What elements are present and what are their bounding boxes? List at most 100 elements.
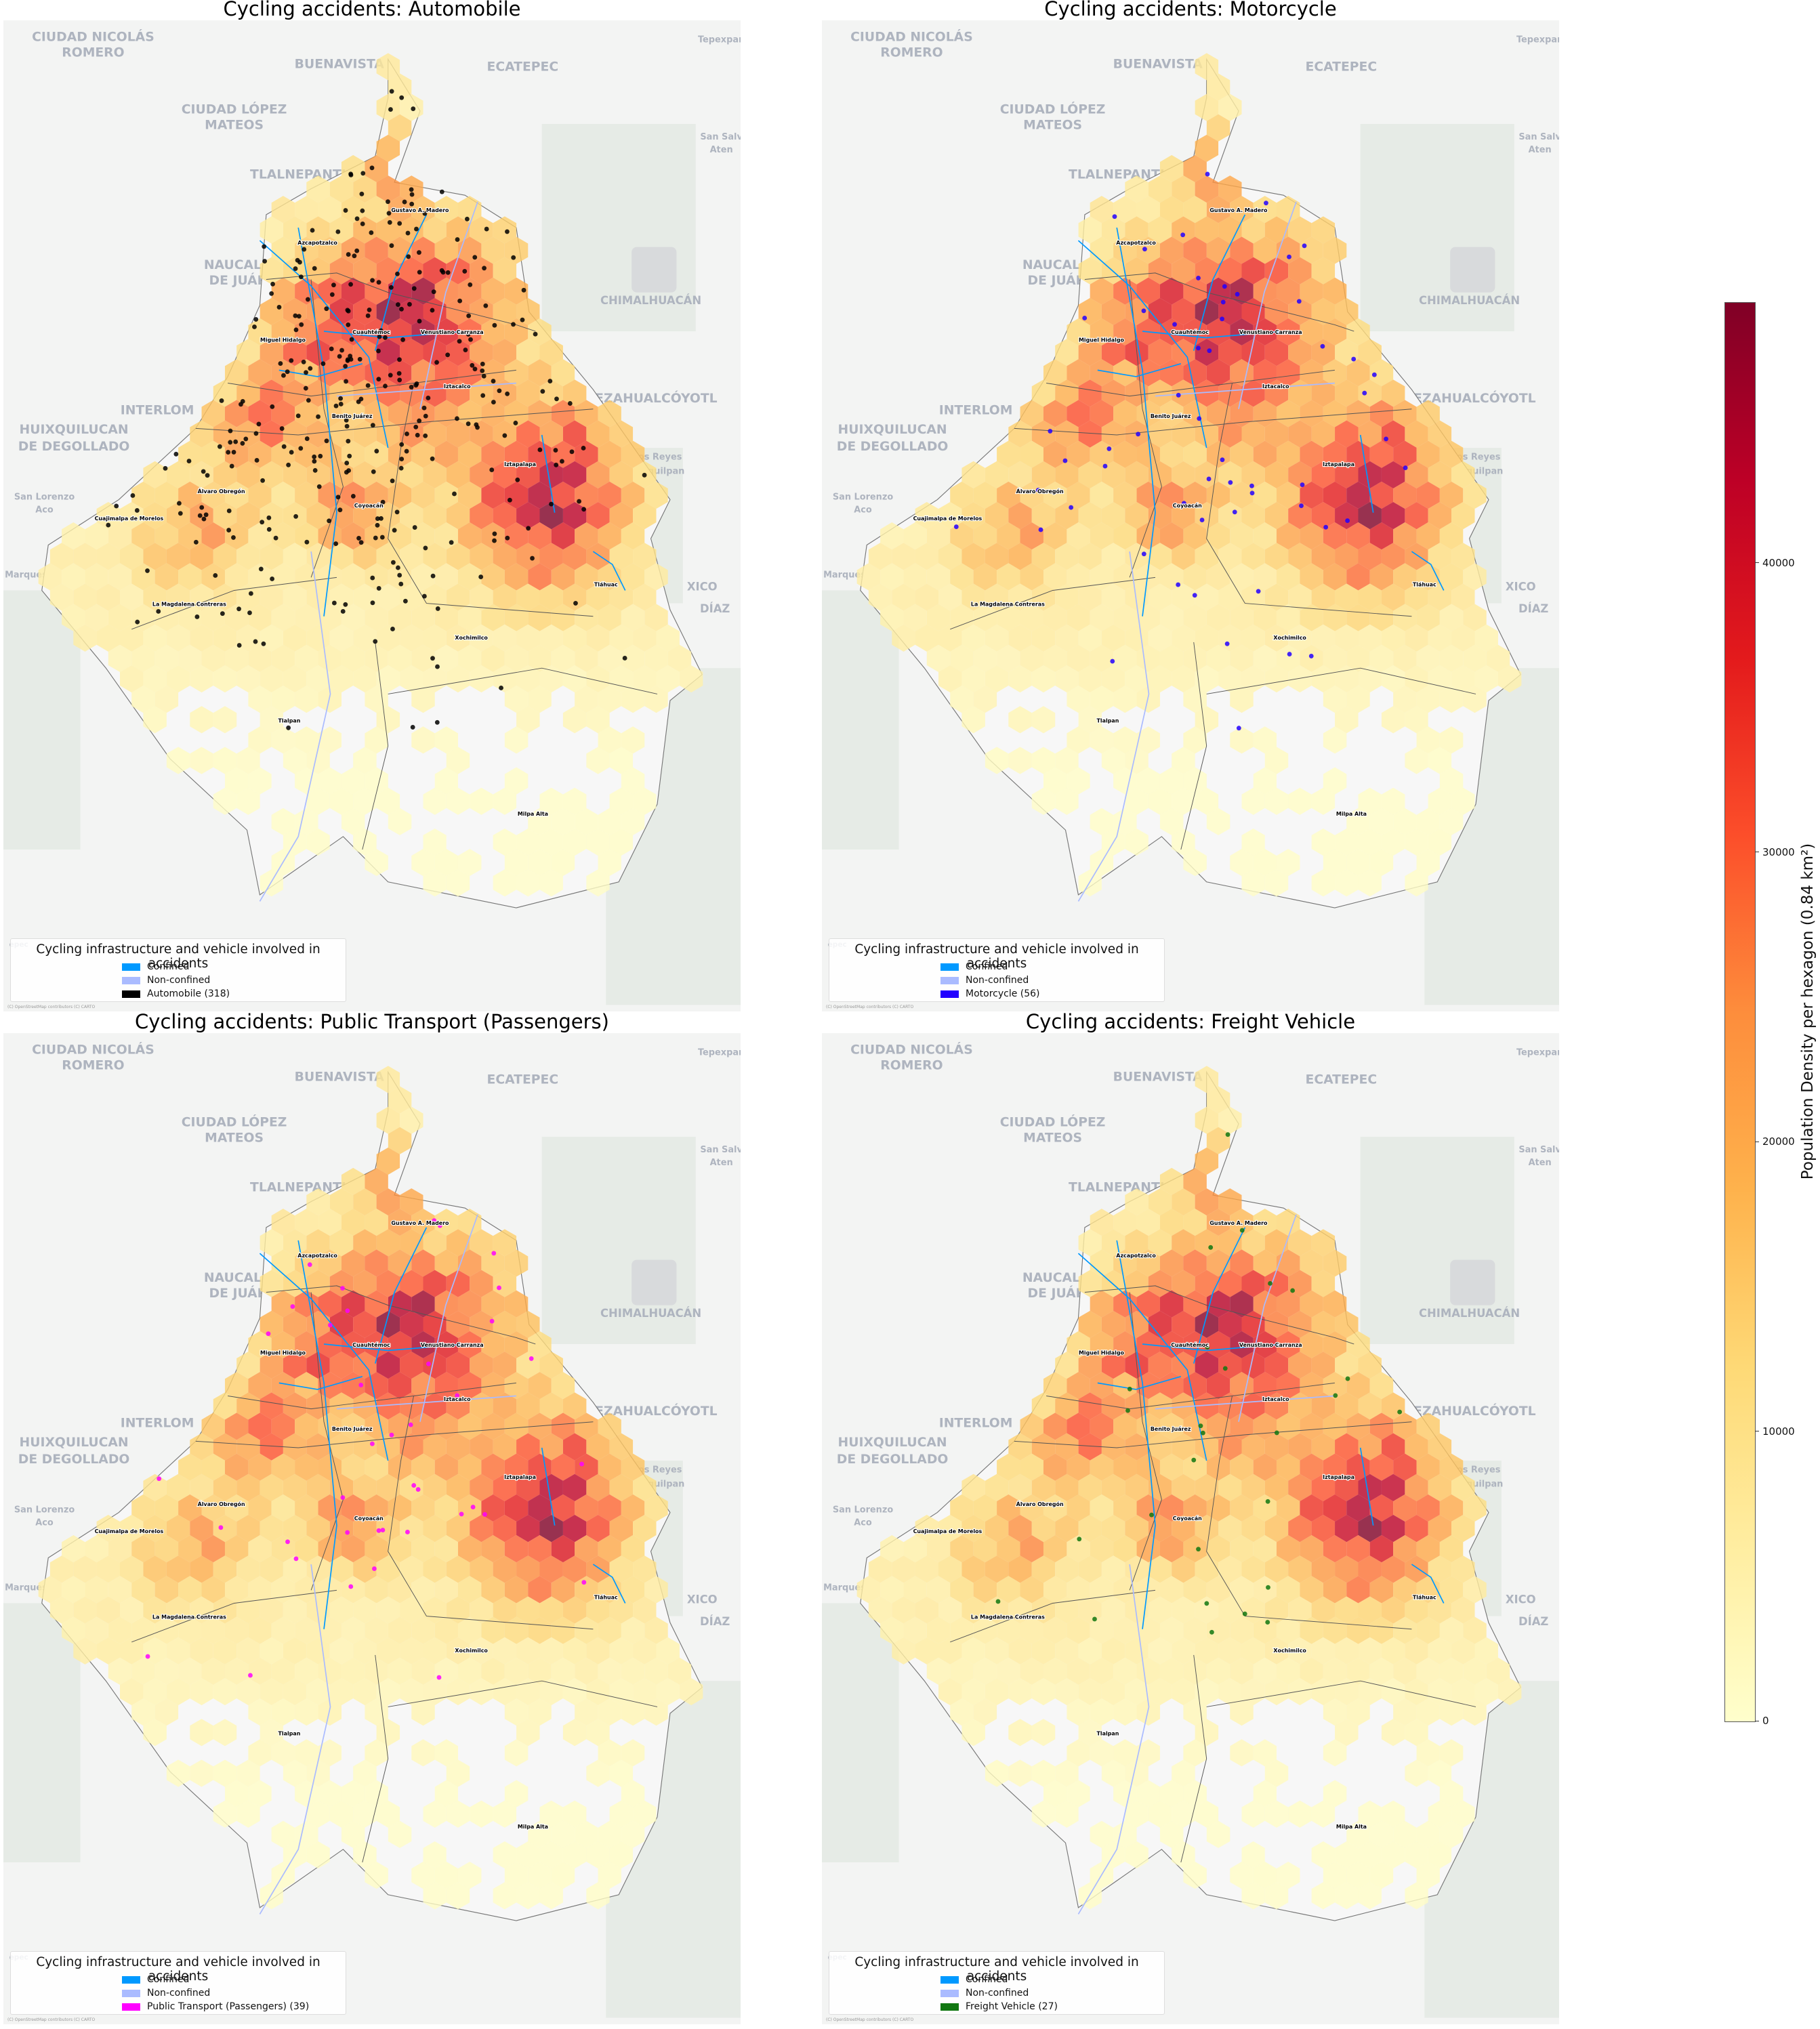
- accident-point[interactable]: [145, 568, 150, 573]
- accident-point[interactable]: [520, 317, 525, 322]
- accident-point[interactable]: [484, 226, 489, 232]
- accident-point[interactable]: [480, 368, 485, 373]
- accident-point[interactable]: [239, 402, 243, 407]
- accident-point[interactable]: [1287, 652, 1292, 656]
- accident-point[interactable]: [491, 400, 496, 405]
- accident-point[interactable]: [402, 598, 408, 604]
- accident-point[interactable]: [389, 1432, 394, 1438]
- accident-point[interactable]: [293, 313, 298, 318]
- accident-point[interactable]: [358, 1382, 364, 1387]
- accident-point[interactable]: [1197, 416, 1202, 421]
- accident-point[interactable]: [391, 560, 396, 565]
- accident-point[interactable]: [464, 216, 470, 222]
- accident-point[interactable]: [201, 516, 207, 522]
- accident-point[interactable]: [260, 520, 265, 525]
- accident-point[interactable]: [537, 447, 543, 453]
- accident-point[interactable]: [197, 513, 203, 518]
- accident-point[interactable]: [291, 337, 296, 343]
- accident-point[interactable]: [337, 354, 342, 359]
- accident-point[interactable]: [379, 535, 385, 540]
- accident-point[interactable]: [1397, 1409, 1403, 1415]
- accident-point[interactable]: [1196, 1547, 1201, 1552]
- accident-point[interactable]: [1224, 641, 1230, 646]
- accident-point[interactable]: [156, 609, 161, 614]
- accident-point[interactable]: [1220, 457, 1225, 463]
- accident-point[interactable]: [1191, 1457, 1197, 1463]
- accident-point[interactable]: [415, 1487, 421, 1492]
- accident-point[interactable]: [383, 335, 388, 340]
- accident-point[interactable]: [1206, 476, 1212, 482]
- accident-point[interactable]: [370, 575, 375, 581]
- accident-point[interactable]: [502, 433, 508, 438]
- accident-point[interactable]: [457, 298, 463, 304]
- accident-point[interactable]: [346, 468, 351, 474]
- accident-point[interactable]: [468, 282, 473, 287]
- accident-point[interactable]: [358, 396, 364, 402]
- accident-point[interactable]: [369, 1441, 375, 1446]
- accident-point[interactable]: [402, 199, 407, 205]
- accident-point[interactable]: [370, 278, 375, 283]
- accident-point[interactable]: [463, 348, 468, 352]
- accident-point[interactable]: [399, 306, 404, 312]
- accident-point[interactable]: [1323, 524, 1329, 530]
- accident-point[interactable]: [1371, 372, 1377, 377]
- accident-point[interactable]: [270, 577, 275, 581]
- accident-point[interactable]: [417, 318, 422, 324]
- accident-point[interactable]: [254, 458, 260, 463]
- accident-point[interactable]: [1207, 348, 1212, 354]
- accident-point[interactable]: [457, 339, 462, 344]
- accident-point[interactable]: [1403, 465, 1408, 470]
- accident-point[interactable]: [380, 499, 386, 505]
- accident-point[interactable]: [236, 606, 241, 612]
- accident-point[interactable]: [231, 535, 236, 540]
- accident-point[interactable]: [226, 528, 232, 532]
- accident-point[interactable]: [1228, 480, 1233, 485]
- accident-point[interactable]: [157, 1476, 162, 1482]
- accident-point[interactable]: [266, 526, 272, 532]
- accident-point[interactable]: [1220, 316, 1224, 322]
- accident-point[interactable]: [437, 1223, 442, 1228]
- accident-point[interactable]: [459, 1511, 464, 1517]
- accident-point[interactable]: [293, 514, 299, 519]
- accident-point[interactable]: [1035, 488, 1041, 493]
- accident-point[interactable]: [343, 208, 348, 213]
- accident-point[interactable]: [302, 247, 307, 252]
- accident-point[interactable]: [398, 465, 404, 471]
- accident-point[interactable]: [426, 396, 431, 400]
- accident-point[interactable]: [513, 420, 518, 425]
- accident-point[interactable]: [483, 303, 489, 308]
- accident-point[interactable]: [299, 322, 304, 327]
- accident-point[interactable]: [492, 531, 497, 537]
- accident-point[interactable]: [296, 314, 302, 319]
- accident-point[interactable]: [220, 611, 225, 616]
- accident-point[interactable]: [1384, 436, 1388, 442]
- accident-point[interactable]: [217, 444, 222, 449]
- accident-point[interactable]: [270, 404, 275, 409]
- accident-point[interactable]: [455, 237, 460, 243]
- accident-point[interactable]: [344, 423, 350, 429]
- accident-point[interactable]: [478, 574, 484, 580]
- accident-point[interactable]: [276, 304, 282, 310]
- accident-point[interactable]: [135, 619, 140, 625]
- accident-point[interactable]: [953, 524, 959, 530]
- accident-point[interactable]: [411, 1483, 417, 1488]
- accident-point[interactable]: [1242, 1611, 1247, 1616]
- accident-point[interactable]: [1077, 1536, 1082, 1542]
- accident-point[interactable]: [376, 377, 381, 382]
- accident-point[interactable]: [376, 280, 381, 285]
- accident-point[interactable]: [310, 228, 315, 233]
- accident-point[interactable]: [338, 402, 344, 406]
- accident-point[interactable]: [421, 593, 427, 599]
- accident-point[interactable]: [421, 405, 427, 411]
- accident-point[interactable]: [481, 373, 487, 379]
- accident-point[interactable]: [622, 656, 627, 661]
- accident-point[interactable]: [1299, 503, 1304, 509]
- accident-point[interactable]: [455, 416, 459, 421]
- accident-point[interactable]: [226, 508, 232, 514]
- accident-point[interactable]: [505, 391, 510, 396]
- accident-point[interactable]: [439, 268, 444, 273]
- accident-point[interactable]: [1296, 299, 1302, 304]
- accident-point[interactable]: [474, 422, 479, 427]
